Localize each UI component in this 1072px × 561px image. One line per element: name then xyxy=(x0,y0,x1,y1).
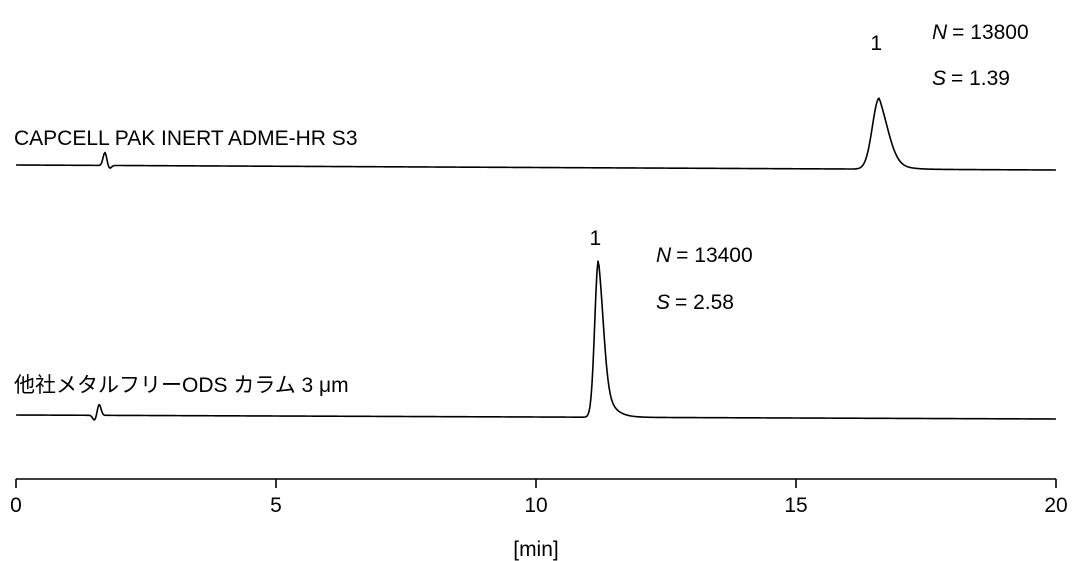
series-2-peak-label: 1 xyxy=(590,227,602,250)
series-2-s-symbol: S xyxy=(656,291,670,314)
series-1-n-value: = 13800 xyxy=(952,21,1029,44)
series-1-peak-label: 1 xyxy=(870,32,882,55)
series-1-trace xyxy=(16,97,1056,171)
x-tick-label-0: 0 xyxy=(10,494,22,517)
series-2-s-value: = 2.58 xyxy=(675,291,734,314)
series-2-s-annotation: S = 2.58 xyxy=(656,291,734,314)
x-axis-label: [min] xyxy=(513,538,559,561)
x-tick-label-15: 15 xyxy=(784,494,807,517)
series-2-trace xyxy=(16,260,1056,421)
x-axis-ticks: 0 5 10 15 20 xyxy=(10,479,1068,517)
series-1-s-symbol: S xyxy=(932,67,946,90)
series-1-s-value: = 1.39 xyxy=(951,67,1010,90)
x-tick-label-5: 5 xyxy=(270,494,282,517)
series-2-n-symbol: N xyxy=(656,244,672,267)
series-1-s-annotation: S = 1.39 xyxy=(932,67,1010,90)
series-2-label: 他社メタルフリーODS カラム 3 μm xyxy=(14,374,349,397)
x-tick-label-10: 10 xyxy=(524,494,547,517)
series-2-n-value: = 13400 xyxy=(676,244,753,267)
series-2-n-annotation: N = 13400 xyxy=(656,244,753,267)
x-tick-label-20: 20 xyxy=(1044,494,1067,517)
series-1-label: CAPCELL PAK INERT ADME-HR S3 xyxy=(14,127,358,150)
series-1-n-annotation: N = 13800 xyxy=(932,21,1029,44)
series-1-n-symbol: N xyxy=(932,21,948,44)
